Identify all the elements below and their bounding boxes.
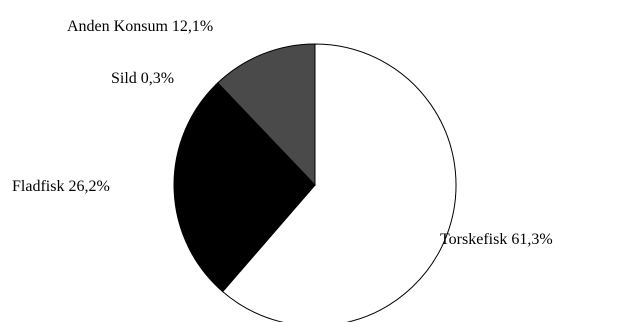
pie-slices [173,43,457,322]
pie-slice-fladfisk [173,84,316,293]
label-sild: Sild 0,3% [111,70,174,87]
label-anden-konsum: Anden Konsum 12,1% [67,18,213,35]
label-torskefisk: Torskefisk 61,3% [440,231,553,248]
label-fladfisk: Fladfisk 26,2% [12,178,110,195]
pie-slice-torskefisk [221,43,457,322]
pie-slice-anden-konsum [217,43,316,187]
